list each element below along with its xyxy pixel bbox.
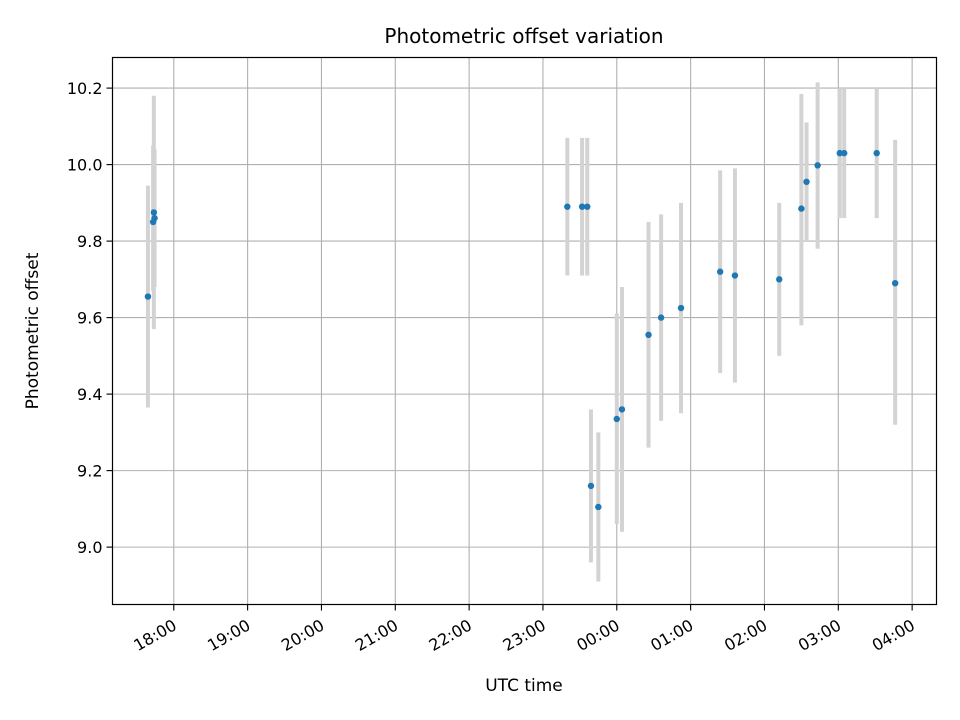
data-point [564,203,571,210]
y-tick-label: 9.4 [77,385,102,404]
data-point [677,304,685,312]
x-axis-title: UTC time [485,676,563,696]
data-markers [144,149,899,511]
y-tick-label: 9.8 [77,232,102,251]
y-tick-label: 10.0 [67,156,103,175]
data-point [618,406,626,413]
data-point [613,415,620,423]
y-tick-label: 9.2 [77,462,102,481]
data-point [587,482,595,490]
data-point [595,503,602,511]
data-point [151,214,158,222]
data-point [841,149,848,157]
data-point [584,203,591,210]
data-point [716,268,724,275]
data-point [657,314,665,321]
data-point [891,279,899,287]
y-tick-label: 10.2 [67,79,103,98]
grid [112,57,937,605]
y-axis-title: Photometric offset [23,252,43,409]
data-point [645,331,652,339]
data-point [578,203,586,210]
data-point [836,149,843,157]
data-point [814,162,821,169]
data-point [731,272,739,279]
data-point [150,209,158,216]
data-point [144,293,152,300]
data-point [798,205,805,212]
y-tick-label: 9.6 [77,309,102,328]
y-axis: 9.0 9.2 9.4 9.6 9.8 10.0 10.2 [67,79,113,557]
data-point [803,178,810,186]
plot-frame [111,56,938,606]
y-tick-label: 9.0 [77,538,102,557]
data-point [776,276,783,283]
data-point [873,149,880,157]
chart-title: Photometric offset variation [384,24,663,48]
